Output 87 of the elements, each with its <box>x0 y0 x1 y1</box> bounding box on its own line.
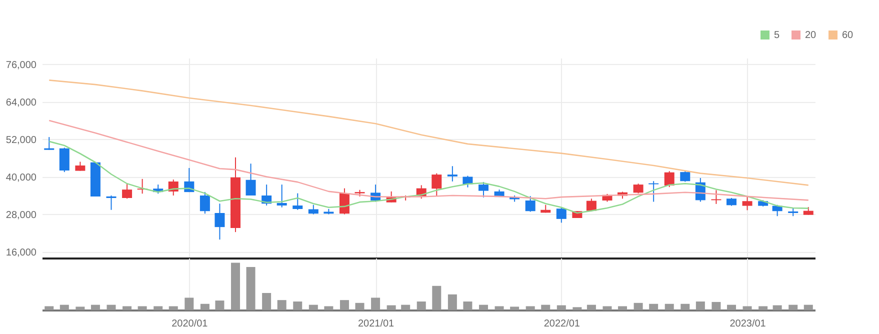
bar <box>293 301 302 310</box>
bar <box>231 262 240 310</box>
bar <box>649 304 658 310</box>
y-tick-label: 76,000 <box>6 60 37 71</box>
bar <box>804 304 813 310</box>
candlestick <box>246 163 256 196</box>
x-tick-label: 2022/01 <box>544 318 580 330</box>
bar <box>772 305 782 310</box>
y-tick-label: 52,000 <box>6 134 37 146</box>
candlestick <box>276 184 287 208</box>
bar <box>526 306 535 310</box>
candlestick <box>633 183 644 194</box>
candlestick <box>680 170 690 182</box>
y-tick-label: 40,000 <box>6 172 37 184</box>
bar <box>122 306 132 310</box>
candlestick <box>292 192 303 210</box>
x-tick-label: 2021/01 <box>358 318 395 330</box>
bar <box>308 304 318 310</box>
bar <box>541 304 550 310</box>
bar <box>371 298 380 310</box>
candlestick <box>432 172 442 197</box>
y-tick-label: 64,000 <box>6 97 37 108</box>
bar <box>416 301 426 310</box>
bar <box>788 304 798 310</box>
bar <box>355 302 364 310</box>
bar <box>726 304 736 310</box>
bar <box>168 306 178 310</box>
bar <box>76 306 85 310</box>
candlestick <box>648 180 659 202</box>
bar <box>60 304 69 310</box>
x-tick-label: 2023/01 <box>730 318 766 330</box>
y-tick-label: 16,000 <box>6 247 37 258</box>
bar <box>277 300 286 310</box>
legend-label: 5 <box>774 30 780 41</box>
bar <box>478 304 488 310</box>
bar <box>742 306 752 310</box>
bar <box>386 305 396 310</box>
candlestick <box>106 195 116 210</box>
candlestick <box>308 204 318 215</box>
candlestick <box>75 161 86 172</box>
bar <box>215 300 224 310</box>
bar <box>340 300 349 310</box>
bar <box>200 304 210 310</box>
bar <box>618 306 628 310</box>
bar <box>556 305 566 310</box>
candlestick <box>122 183 132 200</box>
x-tick-label: 2020/01 <box>172 318 208 330</box>
bar <box>401 304 410 310</box>
bar <box>463 301 472 310</box>
line-series <box>48 80 810 186</box>
bar <box>664 304 674 310</box>
bar <box>44 306 54 310</box>
bar <box>634 302 643 310</box>
candlestick <box>44 136 54 150</box>
bar <box>184 298 194 310</box>
bar <box>154 306 163 310</box>
bar <box>602 306 612 310</box>
legend-label: 20 <box>805 30 817 41</box>
bar <box>90 304 100 310</box>
bar <box>106 304 116 310</box>
bar <box>246 266 256 310</box>
bar <box>758 306 768 310</box>
bar <box>680 304 690 310</box>
candlestick <box>742 196 752 211</box>
candlestick <box>59 147 70 173</box>
bar <box>696 301 705 310</box>
candlestick <box>556 206 566 224</box>
bar <box>712 302 721 310</box>
legend-label: 60 <box>842 30 854 41</box>
candlestick <box>525 196 536 212</box>
line-series <box>48 140 810 214</box>
bar <box>586 304 596 310</box>
bar <box>510 306 520 310</box>
candlestick <box>447 166 458 182</box>
bar <box>494 306 504 310</box>
candlestick <box>664 170 674 188</box>
bar <box>448 294 457 310</box>
bar <box>138 306 147 310</box>
candlestick <box>478 182 488 198</box>
bar <box>262 292 272 310</box>
bar <box>432 286 442 310</box>
y-tick-label: 28,000 <box>6 210 37 221</box>
bar <box>324 306 334 310</box>
candlestick <box>214 203 225 240</box>
candlestick <box>200 192 210 214</box>
bar <box>572 307 582 310</box>
line-series <box>48 120 810 201</box>
